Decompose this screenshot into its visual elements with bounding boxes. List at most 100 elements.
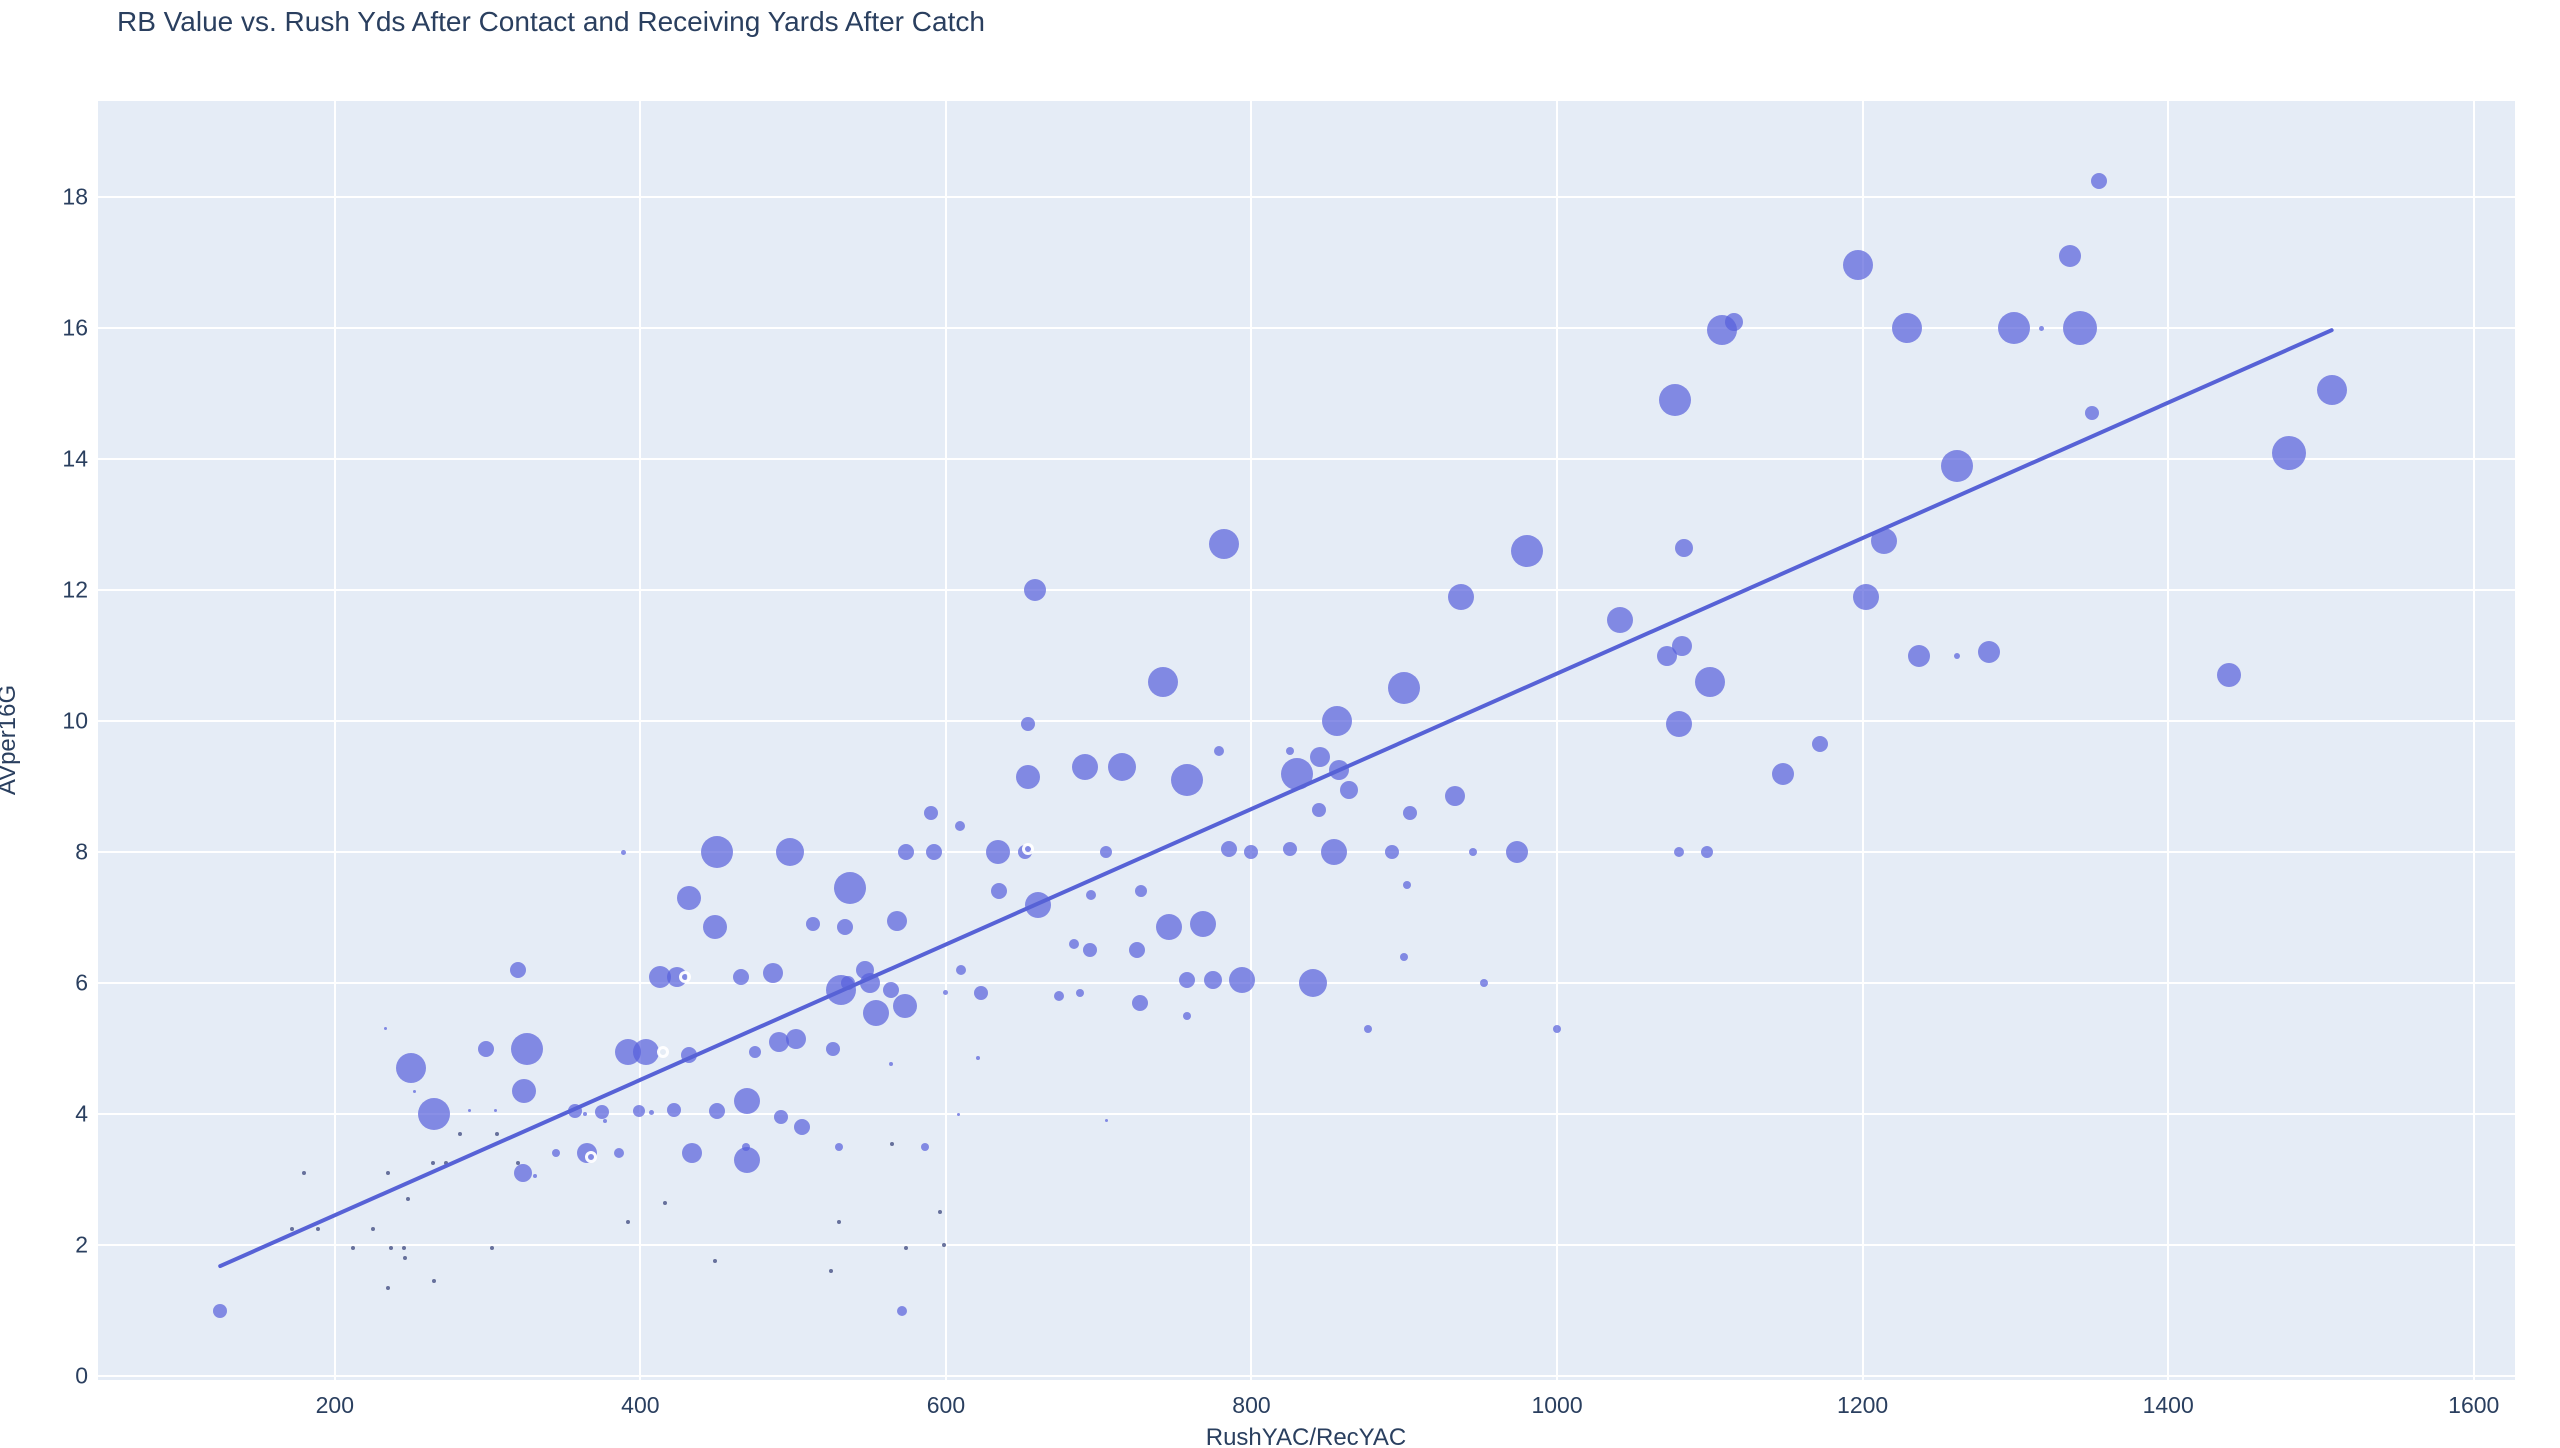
data-point-bubble[interactable] — [396, 1053, 427, 1084]
data-point-bubble[interactable] — [1021, 717, 1036, 732]
data-point-bubble[interactable] — [1171, 764, 1204, 797]
data-point-bubble[interactable] — [1363, 1024, 1372, 1033]
data-point-bubble[interactable] — [1107, 753, 1136, 782]
data-point-bubble[interactable] — [1281, 757, 1314, 790]
data-point-bubble[interactable] — [1069, 938, 1080, 949]
data-point-bubble[interactable] — [1298, 969, 1327, 998]
data-point-bubble[interactable] — [467, 1109, 471, 1113]
data-point-bubble[interactable] — [985, 840, 1010, 865]
data-point-bubble[interactable] — [748, 1045, 761, 1058]
data-point-bubble[interactable] — [834, 1142, 843, 1151]
data-point-bubble[interactable] — [925, 844, 942, 861]
data-point-bubble[interactable] — [786, 1028, 807, 1049]
data-point-bubble[interactable] — [898, 844, 915, 861]
data-point-bubble[interactable] — [700, 836, 733, 869]
data-point-bubble[interactable] — [1076, 988, 1085, 997]
data-point-bubble[interactable] — [920, 1142, 929, 1151]
data-point-tiny[interactable] — [713, 1259, 718, 1264]
data-point-bubble[interactable] — [603, 1118, 608, 1123]
data-point-bubble[interactable] — [1135, 885, 1148, 898]
data-point-bubble[interactable] — [887, 910, 908, 931]
data-point-bubble[interactable] — [1700, 846, 1713, 859]
data-point-bubble[interactable] — [859, 973, 880, 994]
data-point-bubble[interactable] — [510, 962, 527, 979]
data-point-bubble[interactable] — [1285, 746, 1294, 755]
data-point-tiny[interactable] — [351, 1246, 356, 1251]
data-point-bubble[interactable] — [632, 1104, 645, 1117]
data-point-bubble[interactable] — [1023, 579, 1046, 602]
data-point-bubble[interactable] — [1244, 845, 1259, 860]
data-point-bubble[interactable] — [1674, 847, 1685, 858]
data-point-bubble[interactable] — [1340, 780, 1359, 799]
data-point-bubble[interactable] — [1694, 666, 1725, 697]
data-point-bubble[interactable] — [1328, 760, 1349, 781]
data-point-bubble[interactable] — [734, 1146, 761, 1173]
data-point-bubble[interactable] — [1553, 1024, 1562, 1033]
data-point-bubble[interactable] — [2316, 375, 2347, 406]
data-point-bubble[interactable] — [773, 1110, 788, 1125]
data-point-tiny[interactable] — [316, 1226, 320, 1231]
data-point-bubble[interactable] — [956, 1112, 960, 1116]
data-point-bubble[interactable] — [1214, 745, 1225, 756]
data-point-bubble[interactable] — [991, 883, 1008, 900]
data-point-bubble[interactable] — [976, 1056, 981, 1061]
data-point-bubble[interactable] — [1310, 747, 1331, 768]
data-point-tiny[interactable] — [432, 1279, 437, 1284]
data-point-tiny[interactable] — [444, 1161, 449, 1166]
data-point-tiny[interactable] — [371, 1226, 375, 1231]
data-point-bubble[interactable] — [552, 1149, 561, 1158]
data-point-bubble[interactable] — [825, 1041, 840, 1056]
data-point-bubble[interactable] — [1385, 845, 1400, 860]
data-point-bubble[interactable] — [1322, 706, 1353, 737]
data-point-tiny[interactable] — [403, 1256, 408, 1261]
data-point-bubble[interactable] — [1071, 754, 1098, 781]
data-point-bubble[interactable] — [383, 1027, 387, 1031]
data-point-bubble[interactable] — [1321, 839, 1347, 866]
data-point-bubble[interactable] — [1282, 841, 1297, 856]
data-point-bubble[interactable] — [1658, 384, 1691, 417]
data-point-tiny[interactable] — [386, 1171, 391, 1176]
data-point-bubble[interactable] — [1220, 840, 1237, 857]
data-point-bubble[interactable] — [1086, 889, 1097, 900]
data-point-bubble[interactable] — [532, 1174, 537, 1179]
data-point-bubble[interactable] — [567, 1103, 582, 1118]
data-point-bubble[interactable] — [1811, 736, 1828, 753]
data-point-ring[interactable] — [678, 970, 691, 983]
data-point-bubble[interactable] — [1204, 970, 1223, 989]
data-point-bubble[interactable] — [1053, 991, 1064, 1002]
data-point-ring[interactable] — [585, 1150, 598, 1163]
data-point-bubble[interactable] — [806, 917, 821, 932]
data-point-bubble[interactable] — [956, 965, 967, 976]
data-point-bubble[interactable] — [613, 1148, 624, 1159]
data-point-bubble[interactable] — [681, 1047, 698, 1064]
data-point-bubble[interactable] — [1725, 312, 1744, 331]
data-point-tiny[interactable] — [458, 1131, 463, 1136]
data-point-tiny[interactable] — [836, 1220, 841, 1225]
data-point-bubble[interactable] — [1024, 891, 1051, 918]
data-point-bubble[interactable] — [2091, 172, 2108, 189]
data-point-bubble[interactable] — [412, 1089, 416, 1093]
data-point-tiny[interactable] — [890, 1141, 895, 1146]
data-point-bubble[interactable] — [1229, 966, 1256, 993]
data-point-bubble[interactable] — [1447, 583, 1474, 610]
plot-area[interactable] — [98, 101, 2515, 1380]
data-point-bubble[interactable] — [213, 1303, 228, 1318]
data-point-tiny[interactable] — [662, 1200, 667, 1205]
data-point-bubble[interactable] — [1772, 762, 1795, 785]
data-point-bubble[interactable] — [1179, 971, 1196, 988]
data-point-bubble[interactable] — [882, 981, 899, 998]
data-point-tiny[interactable] — [937, 1210, 942, 1215]
data-point-bubble[interactable] — [1672, 635, 1693, 656]
data-point-bubble[interactable] — [1908, 644, 1931, 667]
data-point-bubble[interactable] — [794, 1119, 811, 1136]
data-point-ring[interactable] — [657, 1045, 670, 1058]
data-point-bubble[interactable] — [923, 805, 938, 820]
data-point-bubble[interactable] — [682, 1143, 703, 1164]
data-point-bubble[interactable] — [1954, 652, 1961, 659]
data-point-bubble[interactable] — [418, 1098, 451, 1131]
data-point-bubble[interactable] — [493, 1108, 497, 1112]
data-point-bubble[interactable] — [2059, 245, 2082, 268]
data-point-tiny[interactable] — [490, 1246, 495, 1251]
data-point-bubble[interactable] — [1606, 606, 1633, 633]
data-point-bubble[interactable] — [703, 915, 728, 940]
